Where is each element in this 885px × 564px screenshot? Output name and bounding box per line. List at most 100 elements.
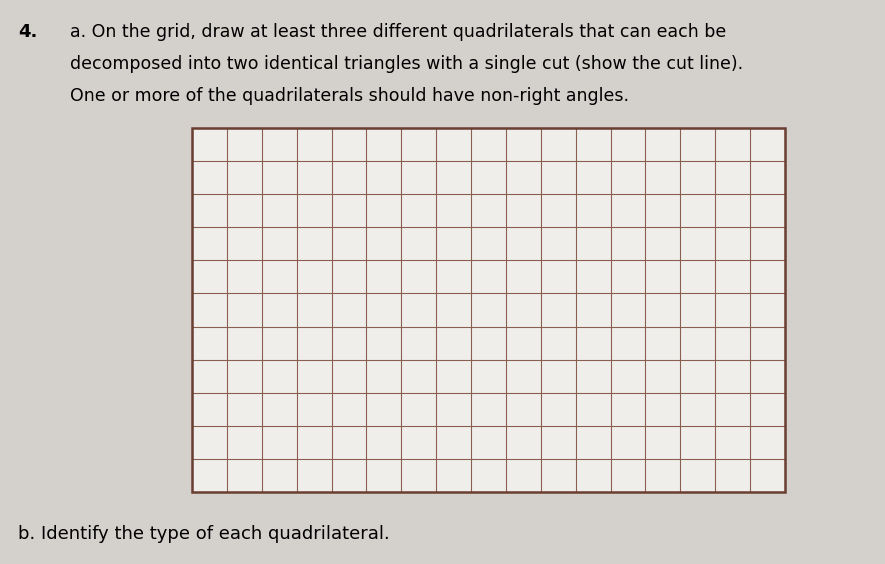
Bar <box>192 161 227 194</box>
Bar <box>366 293 401 327</box>
Bar <box>681 459 715 492</box>
Bar <box>750 128 785 161</box>
Bar <box>296 459 332 492</box>
Bar <box>471 161 506 194</box>
Bar <box>611 293 645 327</box>
Bar <box>645 161 681 194</box>
Bar <box>227 161 262 194</box>
Bar <box>192 261 227 293</box>
Bar <box>436 161 471 194</box>
Bar <box>192 194 227 227</box>
Bar <box>296 194 332 227</box>
Text: 4.: 4. <box>18 23 37 41</box>
Bar <box>366 227 401 261</box>
Bar <box>401 128 436 161</box>
Bar <box>227 327 262 360</box>
Bar <box>750 393 785 426</box>
Bar <box>681 128 715 161</box>
Bar <box>645 393 681 426</box>
Bar <box>366 327 401 360</box>
Bar <box>541 293 576 327</box>
Bar <box>645 261 681 293</box>
Bar <box>296 261 332 293</box>
Bar <box>611 261 645 293</box>
Bar <box>401 459 436 492</box>
Bar <box>262 459 296 492</box>
Bar <box>715 161 750 194</box>
Bar <box>645 426 681 459</box>
Bar <box>611 128 645 161</box>
Bar <box>262 393 296 426</box>
Bar <box>506 261 541 293</box>
Bar <box>471 293 506 327</box>
Bar <box>715 293 750 327</box>
Bar <box>366 161 401 194</box>
Bar <box>227 261 262 293</box>
Bar <box>436 327 471 360</box>
Bar <box>332 360 366 393</box>
Bar <box>611 426 645 459</box>
Bar <box>192 128 227 161</box>
Text: decomposed into two identical triangles with a single cut (show the cut line).: decomposed into two identical triangles … <box>70 55 743 73</box>
Bar <box>541 261 576 293</box>
Bar <box>681 227 715 261</box>
Bar <box>262 426 296 459</box>
Bar <box>262 360 296 393</box>
Bar <box>715 194 750 227</box>
Bar <box>645 194 681 227</box>
Bar <box>750 227 785 261</box>
Bar <box>611 161 645 194</box>
Bar <box>366 393 401 426</box>
Bar <box>506 293 541 327</box>
Bar <box>227 128 262 161</box>
Bar <box>366 194 401 227</box>
Bar <box>192 426 227 459</box>
Bar <box>332 459 366 492</box>
Bar <box>436 293 471 327</box>
Bar <box>296 393 332 426</box>
Bar <box>296 360 332 393</box>
Bar <box>366 128 401 161</box>
Bar <box>750 426 785 459</box>
Bar <box>192 393 227 426</box>
Bar <box>541 360 576 393</box>
Bar <box>541 227 576 261</box>
Bar <box>576 261 611 293</box>
Bar <box>645 128 681 161</box>
Bar <box>681 426 715 459</box>
Bar <box>750 161 785 194</box>
Text: b. Identify the type of each quadrilateral.: b. Identify the type of each quadrilater… <box>18 525 389 543</box>
Bar <box>332 293 366 327</box>
Bar <box>401 227 436 261</box>
Bar <box>366 360 401 393</box>
Bar <box>366 261 401 293</box>
Bar <box>332 227 366 261</box>
Bar <box>332 128 366 161</box>
Bar <box>436 128 471 161</box>
Bar <box>296 161 332 194</box>
Bar <box>471 128 506 161</box>
Bar <box>576 227 611 261</box>
Bar <box>611 459 645 492</box>
Bar <box>541 161 576 194</box>
Bar <box>332 161 366 194</box>
Bar <box>296 327 332 360</box>
Bar <box>506 128 541 161</box>
Bar <box>262 194 296 227</box>
Bar <box>366 459 401 492</box>
Bar <box>576 360 611 393</box>
Bar <box>262 293 296 327</box>
Bar <box>296 293 332 327</box>
Bar <box>576 161 611 194</box>
Bar <box>471 194 506 227</box>
Bar <box>750 261 785 293</box>
Bar <box>227 426 262 459</box>
Bar <box>332 327 366 360</box>
Bar <box>681 393 715 426</box>
Bar <box>645 360 681 393</box>
Bar <box>471 261 506 293</box>
Text: a. On the grid, draw at least three different quadrilaterals that can each be: a. On the grid, draw at least three diff… <box>70 23 727 41</box>
Bar <box>576 128 611 161</box>
Bar <box>541 194 576 227</box>
Bar <box>506 360 541 393</box>
